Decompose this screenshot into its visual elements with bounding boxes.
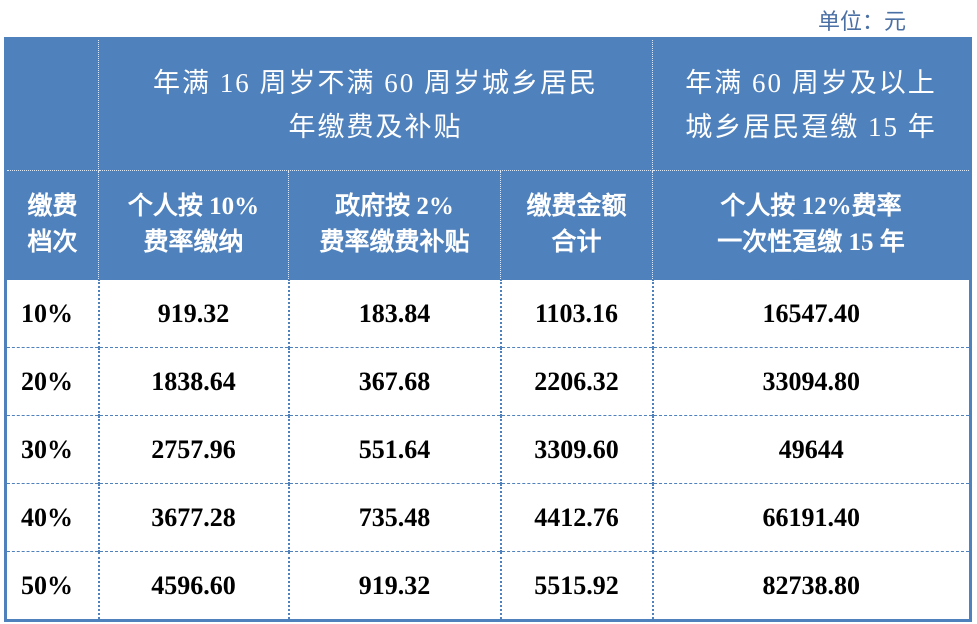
header-text: 个人按 12%费率 xyxy=(720,193,902,220)
cell-government: 367.68 xyxy=(287,347,501,416)
table-row: 10% 919.32 183.84 1103.16 16547.40 xyxy=(5,279,971,348)
cell-level: 10% xyxy=(5,279,99,348)
header-text: 个人按 10% xyxy=(127,193,260,220)
cell-total: 5515.92 xyxy=(499,551,653,621)
cell-government: 735.48 xyxy=(287,483,501,552)
header-group-60-plus: 年满 60 周岁及以上 城乡居民趸缴 15 年 xyxy=(652,38,971,171)
header-empty-cell xyxy=(5,38,99,171)
cell-personal: 4596.60 xyxy=(97,551,289,621)
cell-level: 20% xyxy=(5,347,99,416)
cell-total: 2206.32 xyxy=(499,347,653,416)
cell-government: 919.32 xyxy=(287,551,501,621)
cell-total: 4412.76 xyxy=(499,483,653,552)
cell-level: 30% xyxy=(5,415,99,484)
header-total: 缴费金额 合计 xyxy=(499,170,654,280)
header-group1-line2: 年缴费及补贴 xyxy=(288,112,463,142)
cell-total: 3309.60 xyxy=(499,415,653,484)
cell-level: 50% xyxy=(5,551,99,621)
cell-lump-sum: 66191.40 xyxy=(651,483,971,552)
cell-lump-sum: 49644 xyxy=(651,415,971,484)
header-text: 一次性趸缴 15 年 xyxy=(717,229,905,256)
table-row: 40% 3677.28 735.48 4412.76 66191.40 xyxy=(5,483,971,552)
header-text: 档次 xyxy=(27,229,78,256)
cell-level: 40% xyxy=(5,483,99,552)
cell-government: 183.84 xyxy=(287,279,501,348)
table-row: 20% 1838.64 367.68 2206.32 33094.80 xyxy=(5,347,971,416)
header-text: 缴费金额 xyxy=(526,193,627,220)
cell-personal: 919.32 xyxy=(97,279,289,348)
header-text: 合计 xyxy=(551,229,602,256)
header-text: 政府按 2% xyxy=(335,193,454,220)
header-group-16-60: 年满 16 周岁不满 60 周岁城乡居民 年缴费及补贴 xyxy=(97,38,654,171)
cell-lump-sum: 82738.80 xyxy=(651,551,971,621)
cell-personal: 3677.28 xyxy=(97,483,289,552)
cell-personal: 1838.64 xyxy=(97,347,289,416)
header-text: 缴费 xyxy=(27,193,78,220)
header-personal-10: 个人按 10% 费率缴纳 xyxy=(98,170,289,280)
unit-label: 单位：元 xyxy=(818,9,907,34)
cell-total: 1103.16 xyxy=(499,279,653,348)
table-row: 50% 4596.60 919.32 5515.92 82738.80 xyxy=(5,551,971,621)
cell-personal: 2757.96 xyxy=(97,415,289,484)
cell-lump-sum: 16547.40 xyxy=(651,279,971,348)
header-row-groups: 年满 16 周岁不满 60 周岁城乡居民 年缴费及补贴 年满 60 周岁及以上 城乡… xyxy=(5,38,971,171)
header-group2-line1: 年满 60 周岁及以上 xyxy=(685,68,937,98)
header-group1-line1: 年满 16 周岁不满 60 周岁城乡居民 xyxy=(153,68,599,98)
header-text: 费率缴费补贴 xyxy=(319,229,470,256)
header-level: 缴费 档次 xyxy=(5,170,99,280)
contribution-table: 年满 16 周岁不满 60 周岁城乡居民 年缴费及补贴 年满 60 周岁及以上 城乡… xyxy=(4,37,972,622)
header-group2-line2: 城乡居民趸缴 15 年 xyxy=(685,112,937,142)
header-row-columns: 缴费档次 个人按 10% 费率缴纳 政府按 2% 费率缴费补贴 缴费金额合计 个人按… xyxy=(5,170,971,280)
header-text: 费率缴纳 xyxy=(143,229,244,256)
cell-lump-sum: 33094.80 xyxy=(651,347,971,416)
header-lump-sum: 个人按 12%费率 一次性趸缴 15 年 xyxy=(652,170,971,280)
cell-government: 551.64 xyxy=(287,415,501,484)
table-row: 30% 2757.96 551.64 3309.60 49644 xyxy=(5,415,971,484)
header-government-2: 政府按 2% 费率缴费补贴 xyxy=(288,170,501,280)
